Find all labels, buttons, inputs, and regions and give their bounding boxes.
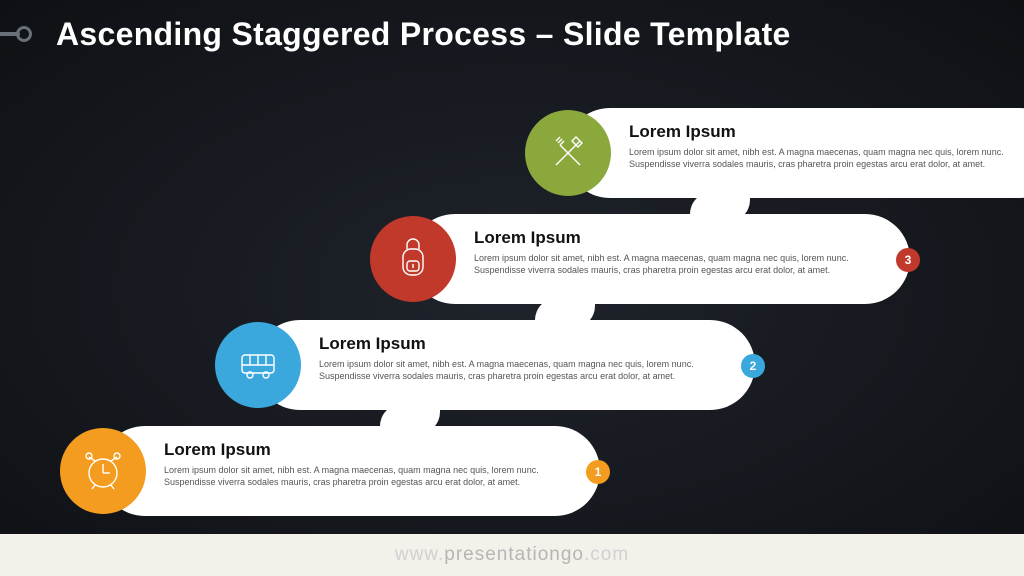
step-pill: Lorem Ipsum Lorem ipsum dolor sit amet, n… [255, 320, 755, 410]
step-heading: Lorem Ipsum [629, 122, 1009, 142]
fork-knife-circle [525, 110, 611, 196]
step-heading: Lorem Ipsum [474, 228, 854, 248]
step-pill: Lorem Ipsum Lorem ipsum dolor sit amet, n… [100, 426, 600, 516]
slide-title: Ascending Staggered Process – Slide Temp… [56, 16, 791, 53]
step-pill: Lorem Ipsum Lorem ipsum dolor sit amet, n… [410, 214, 910, 304]
step-pill: Lorem Ipsum Lorem ipsum dolor sit amet, n… [565, 108, 1024, 198]
alarm-clock-icon [81, 449, 125, 493]
step-body: Lorem ipsum dolor sit amet, nibh est. A … [629, 146, 1009, 170]
step-body: Lorem ipsum dolor sit amet, nibh est. A … [474, 252, 854, 276]
backpack-icon [391, 237, 435, 281]
backpack-circle [370, 216, 456, 302]
step-heading: Lorem Ipsum [319, 334, 699, 354]
fork-knife-icon [546, 131, 590, 175]
pin-decoration [0, 24, 38, 44]
slide-stage: Ascending Staggered Process – Slide Temp… [0, 0, 1024, 576]
step-number-badge: 3 [896, 248, 920, 272]
process-step-3: Lorem Ipsum Lorem ipsum dolor sit amet, n… [370, 214, 910, 304]
bus-icon [236, 343, 280, 387]
step-number-badge: 2 [741, 354, 765, 378]
footer-prefix: www. [395, 544, 444, 565]
step-body: Lorem ipsum dolor sit amet, nibh est. A … [164, 464, 544, 488]
bus-circle [215, 322, 301, 408]
footer-suffix: .com [584, 544, 629, 565]
step-heading: Lorem Ipsum [164, 440, 544, 460]
alarm-clock-circle [60, 428, 146, 514]
process-step-1: Lorem Ipsum Lorem ipsum dolor sit amet, n… [60, 426, 600, 516]
process-step-4: Lorem Ipsum Lorem ipsum dolor sit amet, n… [525, 108, 1024, 198]
footer-brand: presentationgo [444, 544, 584, 565]
process-step-2: Lorem Ipsum Lorem ipsum dolor sit amet, n… [215, 320, 755, 410]
step-body: Lorem ipsum dolor sit amet, nibh est. A … [319, 358, 699, 382]
step-number-badge: 1 [586, 460, 610, 484]
footer: www.presentationgo.com [0, 534, 1024, 576]
